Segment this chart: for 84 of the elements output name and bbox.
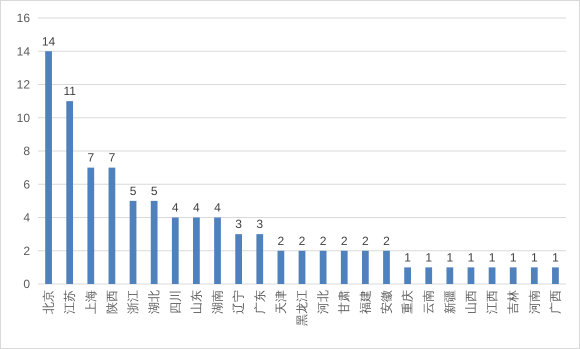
bar <box>298 250 306 284</box>
data-label: 11 <box>63 84 76 98</box>
data-label: 1 <box>404 250 412 264</box>
data-label: 2 <box>340 234 348 248</box>
bar <box>488 267 496 284</box>
bar <box>340 250 348 284</box>
bar <box>510 267 517 284</box>
data-label: 4 <box>172 200 179 214</box>
data-label: 1 <box>510 250 517 264</box>
bar <box>193 218 200 284</box>
data-label: 1 <box>530 250 538 264</box>
data-label: 3 <box>235 217 242 232</box>
bar <box>108 168 116 284</box>
data-label: 2 <box>298 234 306 248</box>
data-label: 2 <box>362 234 370 248</box>
data-label: 2 <box>383 234 390 248</box>
bar <box>552 267 559 284</box>
x-tick-label: 甘肃 <box>337 290 352 314</box>
y-tick-label: 2 <box>23 244 30 258</box>
data-label: 1 <box>425 250 432 264</box>
bar <box>172 218 179 284</box>
bar <box>362 250 369 284</box>
data-label: 7 <box>108 150 116 165</box>
data-label: 2 <box>278 234 285 248</box>
bar <box>66 101 74 284</box>
x-tick-label: 新疆 <box>442 290 457 314</box>
bar <box>446 267 454 284</box>
x-tick-label: 山西 <box>464 290 478 314</box>
x-tick-label: 北京 <box>42 290 56 314</box>
x-tick-label: 河北 <box>316 290 330 314</box>
x-tick-label: 广东 <box>252 290 267 314</box>
data-label: 1 <box>488 250 496 264</box>
data-label: 1 <box>468 250 475 264</box>
y-tick-label: 14 <box>16 44 30 58</box>
data-label: 7 <box>87 150 94 165</box>
y-tick-label: 4 <box>23 210 30 224</box>
bar <box>45 51 52 284</box>
x-tick-label: 福建 <box>358 290 372 314</box>
x-tick-label: 四川 <box>168 290 182 314</box>
bar <box>530 267 538 284</box>
y-tick-label: 0 <box>23 277 30 291</box>
x-tick-label: 重庆 <box>400 290 415 314</box>
x-tick-label: 黑龙江 <box>295 290 309 326</box>
data-label: 5 <box>150 184 158 198</box>
bar <box>130 200 136 284</box>
x-tick-label: 安徽 <box>379 290 394 314</box>
x-tick-label: 吉林 <box>506 290 520 314</box>
x-tick-label: 陕西 <box>104 290 119 314</box>
bar <box>150 200 158 284</box>
data-label: 4 <box>193 200 200 214</box>
x-tick-label: 辽宁 <box>232 290 246 314</box>
y-tick-label: 8 <box>23 144 30 158</box>
bar <box>404 267 411 284</box>
x-tick-label: 云南 <box>422 290 436 314</box>
x-tick-label: 湖南 <box>210 290 225 314</box>
data-label: 5 <box>130 184 137 198</box>
x-tick-label: 浙江 <box>126 290 140 314</box>
x-tick-label: 天津 <box>274 290 288 314</box>
x-tick-label: 江苏 <box>62 290 77 314</box>
x-tick-label: 江西 <box>485 290 500 314</box>
data-label: 1 <box>446 250 454 264</box>
x-tick-label: 广西 <box>548 290 562 314</box>
x-tick-label: 湖北 <box>147 290 162 314</box>
bar <box>425 267 432 284</box>
bar <box>278 250 284 284</box>
bar <box>214 218 221 284</box>
y-tick-label: 12 <box>16 78 30 92</box>
bar <box>468 267 474 284</box>
x-tick-label: 河南 <box>527 290 542 314</box>
bar <box>383 250 390 284</box>
data-label: 3 <box>256 217 264 232</box>
bar <box>235 234 242 284</box>
x-tick-label: 山东 <box>189 290 204 314</box>
x-tick-label: 上海 <box>84 290 98 314</box>
y-tick-label: 16 <box>16 11 30 25</box>
bar <box>320 250 326 284</box>
y-tick-label: 10 <box>16 110 30 125</box>
data-label: 4 <box>214 200 222 214</box>
bar <box>87 168 94 284</box>
data-label: 14 <box>42 34 56 48</box>
bar <box>256 234 264 284</box>
y-tick-label: 6 <box>23 177 30 192</box>
data-label: 2 <box>320 234 327 248</box>
data-label: 1 <box>552 250 560 264</box>
